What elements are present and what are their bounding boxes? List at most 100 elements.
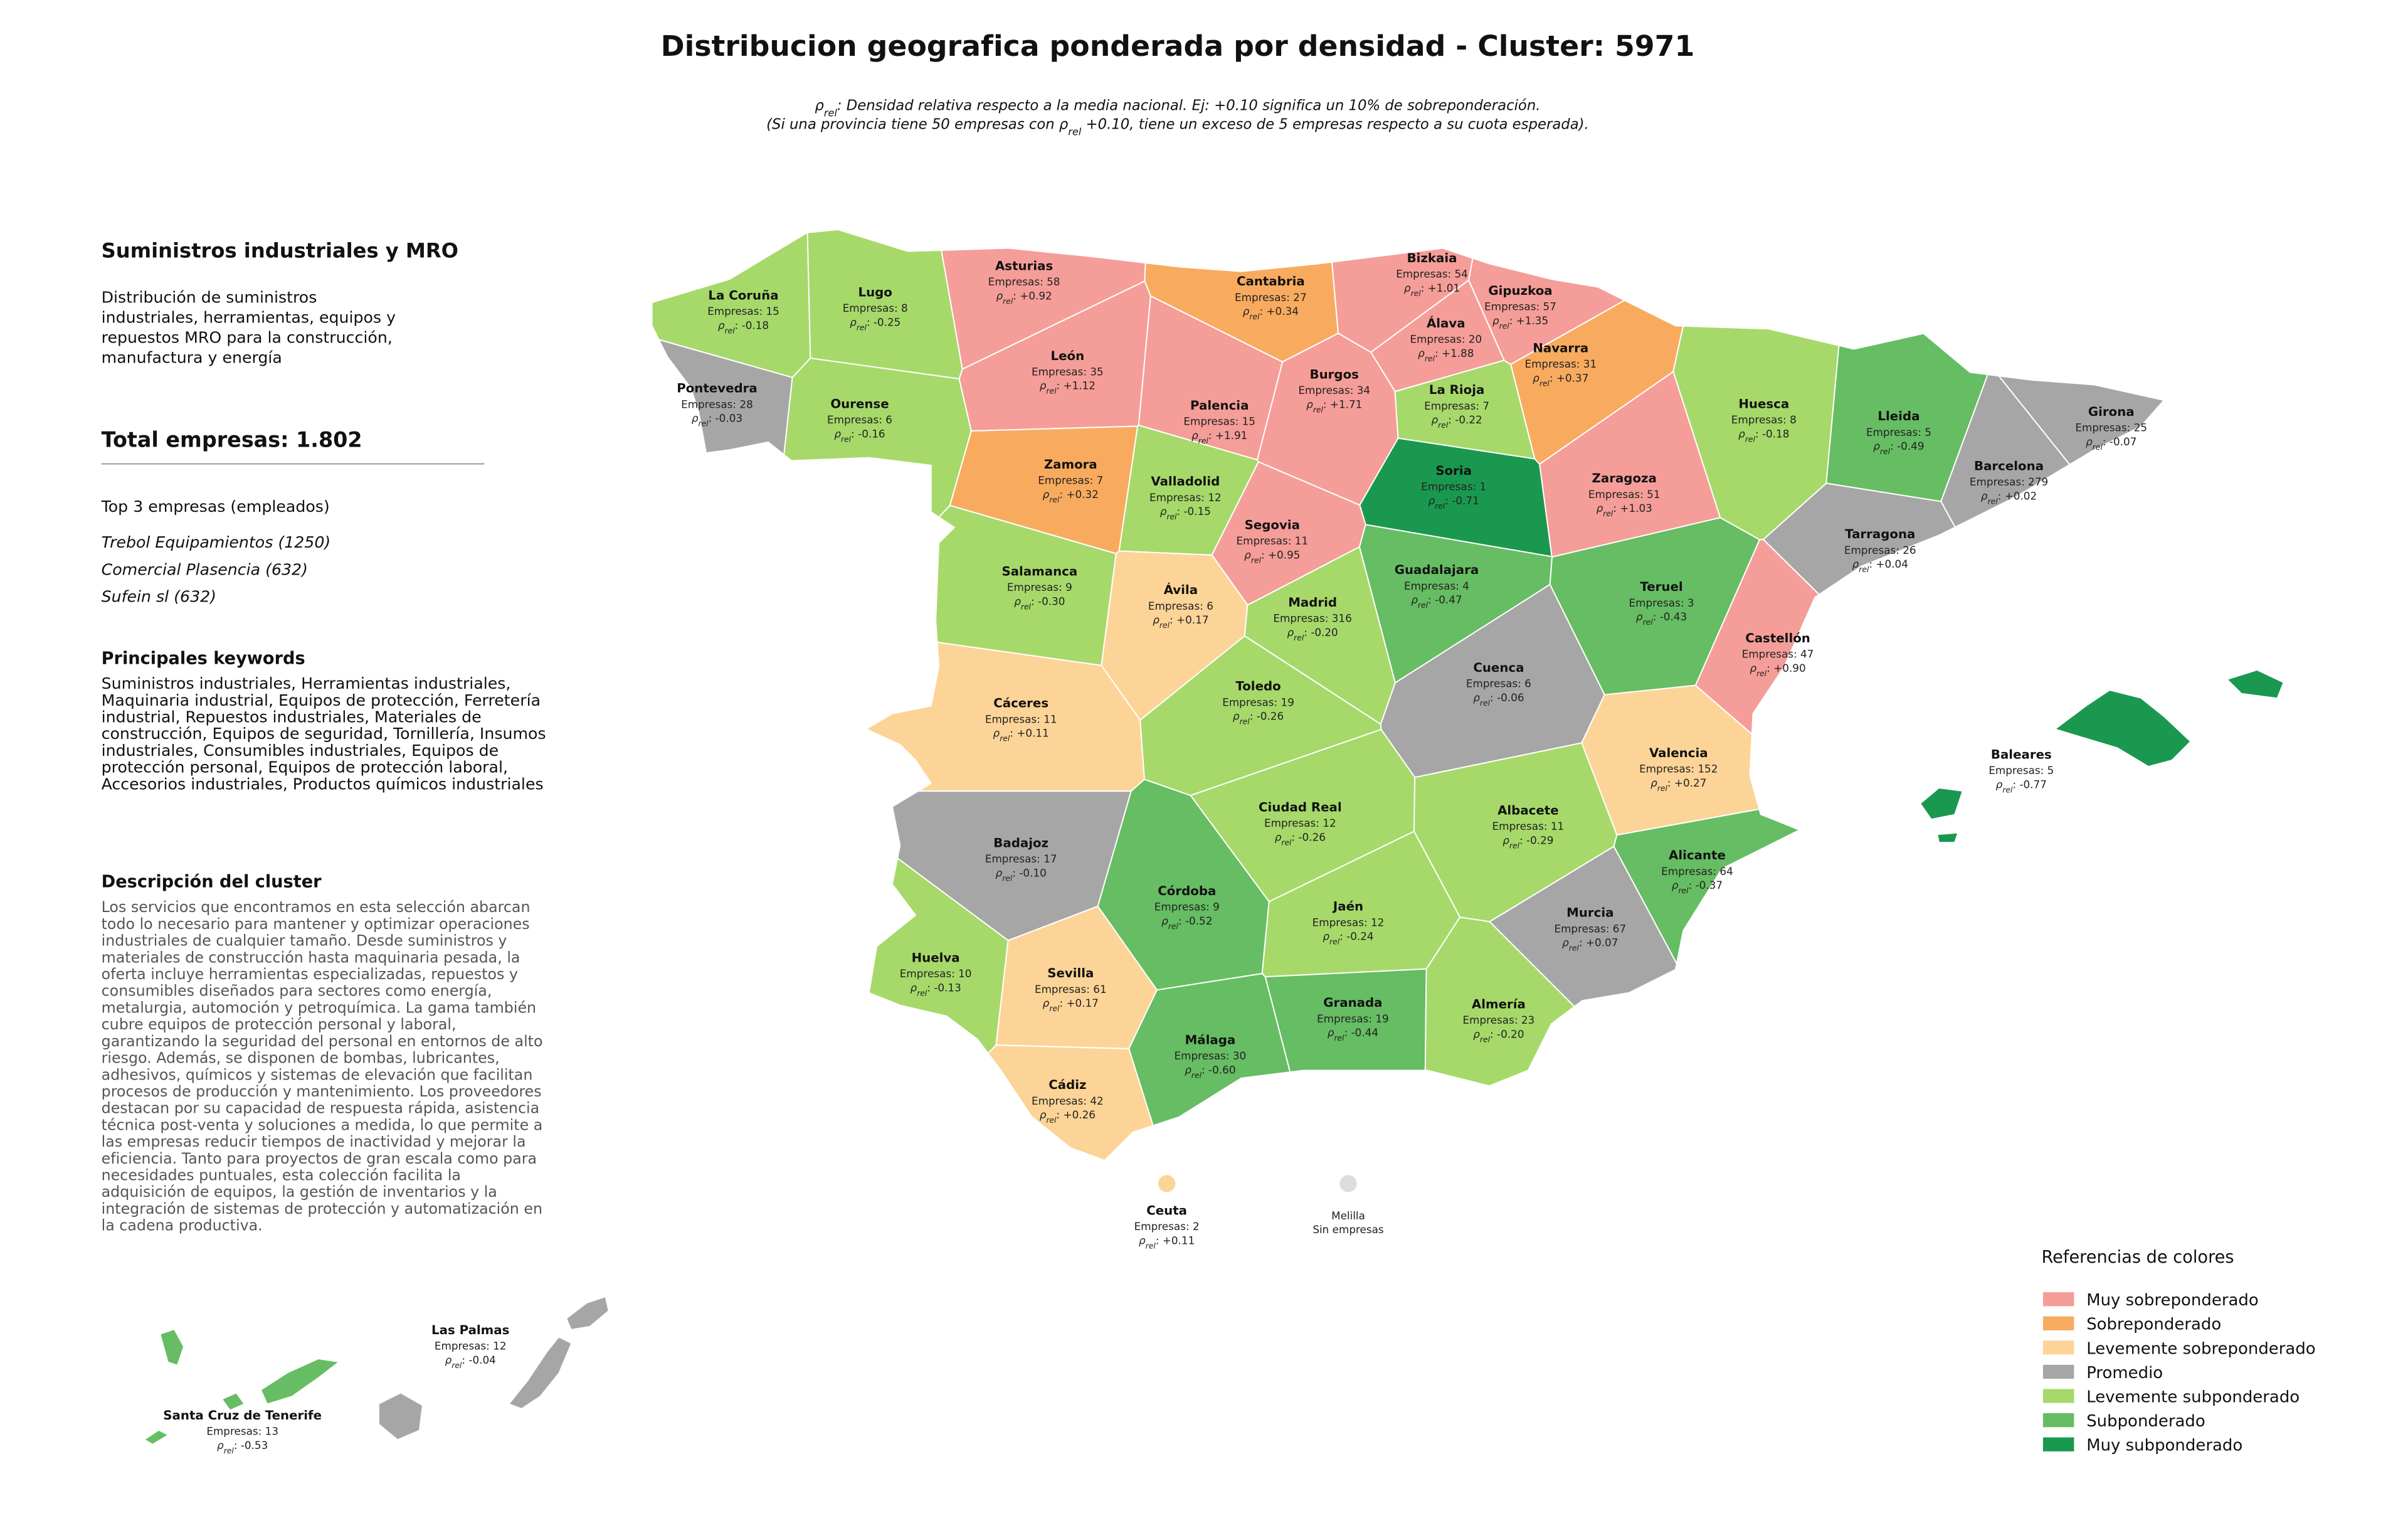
- rho-value: +1.12: [1064, 379, 1096, 392]
- top-company: Sufein sl (632): [102, 588, 216, 606]
- rho-subscript: rel: [1745, 435, 1756, 443]
- rho-subscript: rel: [1539, 379, 1550, 388]
- province-count: Empresas: 6: [1466, 677, 1531, 690]
- province-name: Lugo: [858, 285, 892, 299]
- province-shape: [1997, 374, 2165, 465]
- rho-symbol: ρ: [1981, 489, 1988, 502]
- province-shape: [987, 1044, 1154, 1162]
- rho-separator: :: [1579, 936, 1586, 949]
- province-count: Empresas: 64: [1661, 865, 1733, 878]
- province-rho: ρrel: +1.91: [1191, 429, 1247, 445]
- rho-separator: :: [1613, 502, 1620, 514]
- description-line: metalurgia, automoción y petroquímica. L…: [102, 999, 536, 1016]
- rho-subscript: rel: [2093, 443, 2103, 452]
- province-rho: ρrel: -0.29: [1502, 834, 1553, 850]
- description-line: integración de sistemas de protección y …: [102, 1200, 542, 1218]
- description-line: adhesivos, químicos y sistemas de elevac…: [102, 1066, 533, 1083]
- province-count: Empresas: 25: [2075, 422, 2147, 434]
- rho-value: -0.77: [2019, 778, 2046, 790]
- rho-separator: :: [1755, 427, 1762, 440]
- rho-separator: :: [1445, 494, 1452, 507]
- rho-subscript: rel: [1480, 699, 1491, 708]
- province-name: Castellón: [1745, 631, 1810, 645]
- province-count: Empresas: 8: [1731, 413, 1797, 426]
- province-rho: ρrel: +0.17: [1153, 613, 1208, 630]
- rho-value: -0.20: [1311, 626, 1338, 639]
- note-text: ρ: [815, 98, 824, 114]
- description-line: todo lo necesario para mantener y optimi…: [102, 915, 530, 933]
- rho-value: +1.01: [1428, 282, 1460, 294]
- rho-separator: :: [1344, 1026, 1351, 1039]
- rho-separator: :: [1013, 289, 1020, 302]
- rho-separator: :: [1509, 314, 1516, 327]
- summary-line: manufactura y energía: [102, 349, 282, 367]
- rho-subscript: rel: [1281, 838, 1292, 847]
- province-rho: ρrel: -0.24: [1323, 930, 1373, 947]
- rho-value: +0.04: [1876, 558, 1908, 570]
- rho-subscript: rel: [1251, 556, 1262, 565]
- rho-symbol: ρ: [1431, 413, 1438, 426]
- rho-separator: :: [1304, 626, 1311, 639]
- province-count: Empresas: 3: [1629, 597, 1694, 609]
- rho-symbol: ρ: [1562, 936, 1569, 949]
- rho-separator: :: [1519, 834, 1526, 846]
- rho-separator: :: [1170, 613, 1176, 626]
- province-name: Ávila: [1164, 583, 1198, 597]
- province-count: Empresas: 7: [1038, 474, 1103, 487]
- rho-value: +0.26: [1064, 1108, 1096, 1121]
- rho-value: -0.26: [1298, 830, 1325, 843]
- province-name: Jaén: [1332, 899, 1363, 914]
- rho-value: -0.44: [1351, 1026, 1378, 1039]
- rho-symbol: ρ: [1672, 879, 1679, 891]
- rho-separator: :: [1031, 595, 1038, 608]
- province-count: Empresas: 19: [1222, 696, 1294, 708]
- province-rho: ρrel: -0.43: [1636, 610, 1687, 627]
- province-rho: ρrel: +0.34: [1243, 305, 1299, 321]
- rho-symbol: ρ: [1040, 379, 1047, 392]
- rho-subscript: rel: [1657, 784, 1668, 793]
- description-line: la cadena productiva.: [102, 1217, 263, 1234]
- province-count: Empresas: 35: [1032, 365, 1104, 378]
- rho-symbol: ρ: [993, 727, 1000, 740]
- rho-subscript: rel: [1603, 509, 1613, 518]
- province-rho: ρrel: +1.01: [1404, 282, 1460, 298]
- rho-subscript: rel: [224, 1446, 235, 1455]
- rho-subscript: rel: [1643, 618, 1654, 627]
- province-name: Soria: [1435, 464, 1472, 478]
- rho-value: -0.16: [858, 427, 885, 440]
- rho-value: -0.07: [2110, 435, 2136, 448]
- province-count: Empresas: 6: [827, 413, 892, 426]
- rho-separator: :: [1059, 997, 1066, 1009]
- rho-symbol: ρ: [1852, 558, 1859, 570]
- rho-value: +1.03: [1620, 502, 1652, 514]
- rho-separator: :: [1261, 548, 1268, 561]
- province-rho: ρrel: +0.92: [996, 289, 1052, 305]
- rho-subscript: rel: [725, 326, 736, 335]
- province-rho: ρrel: +0.95: [1244, 548, 1300, 565]
- description-line: Los servicios que encontramos en esta se…: [102, 898, 531, 916]
- rho-separator: :: [1998, 489, 2005, 502]
- province-count: Empresas: 7: [1424, 400, 1489, 412]
- rho-symbol: ρ: [1404, 282, 1411, 294]
- island-shape: [260, 1358, 340, 1404]
- province-name: Cuenca: [1473, 661, 1524, 675]
- rho-separator: :: [1291, 830, 1298, 843]
- rho-symbol: ρ: [911, 981, 917, 994]
- top-company: Trebol Equipamientos (1250): [102, 533, 331, 551]
- province-name: Girona: [2088, 405, 2135, 419]
- description-line: oferta incluye herramientas especializad…: [102, 965, 518, 983]
- rho-value: -0.60: [1208, 1063, 1235, 1076]
- rho-value: -0.49: [1897, 440, 1924, 452]
- rho-value: +1.35: [1516, 314, 1548, 327]
- province-name: Guadalajara: [1395, 563, 1479, 577]
- city-marker: [1158, 1175, 1176, 1192]
- rho-symbol: ρ: [1139, 1234, 1146, 1246]
- province-rho: ρrel: +0.27: [1650, 777, 1706, 793]
- rho-symbol: ρ: [1473, 691, 1480, 704]
- province-count: Empresas: 5: [1866, 426, 1931, 438]
- rho-value: -0.53: [241, 1439, 268, 1451]
- rho-separator: :: [2103, 435, 2110, 448]
- province-name: Ciudad Real: [1259, 800, 1342, 814]
- rho-value: -0.22: [1455, 413, 1482, 426]
- province-rho: ρrel: -0.13: [911, 981, 961, 997]
